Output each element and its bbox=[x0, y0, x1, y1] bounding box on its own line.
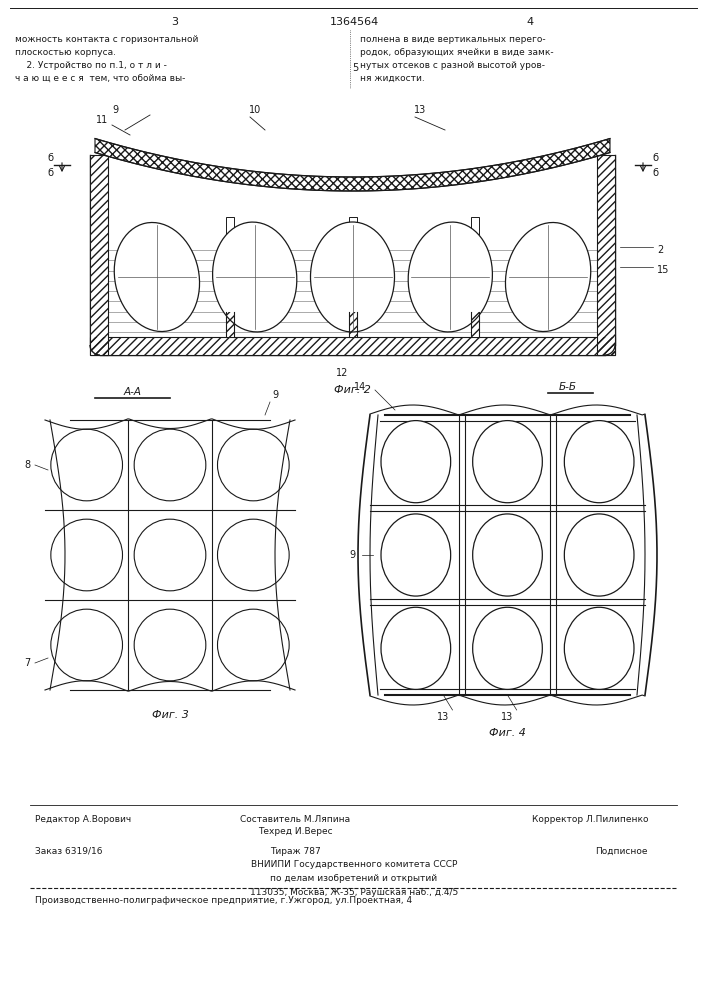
Text: Фиг. 3: Фиг. 3 bbox=[151, 710, 189, 720]
Text: 8: 8 bbox=[24, 460, 30, 470]
Ellipse shape bbox=[213, 222, 297, 332]
Text: Заказ 6319/16: Заказ 6319/16 bbox=[35, 847, 103, 856]
Text: А-А: А-А bbox=[124, 387, 141, 397]
Text: Тираж 787: Тираж 787 bbox=[269, 847, 320, 856]
Text: Б-Б: Б-Б bbox=[559, 382, 576, 392]
Text: б: б bbox=[47, 168, 53, 178]
Bar bbox=[349, 312, 356, 337]
Bar bbox=[597, 155, 615, 355]
Bar bbox=[349, 217, 356, 337]
Ellipse shape bbox=[381, 514, 450, 596]
Ellipse shape bbox=[564, 607, 634, 689]
Text: 12: 12 bbox=[337, 368, 349, 378]
Text: по делам изобретений и открытий: по делам изобретений и открытий bbox=[271, 874, 438, 883]
Bar bbox=[471, 217, 479, 337]
Text: 7: 7 bbox=[24, 658, 30, 668]
Text: 9: 9 bbox=[272, 390, 278, 400]
Bar bbox=[471, 312, 479, 337]
Text: 4: 4 bbox=[527, 17, 534, 27]
Ellipse shape bbox=[408, 222, 492, 332]
Text: б: б bbox=[47, 153, 53, 163]
Text: 13: 13 bbox=[414, 105, 426, 115]
Text: Составитель М.Ляпина
Техред И.Верес: Составитель М.Ляпина Техред И.Верес bbox=[240, 815, 350, 836]
Text: б: б bbox=[652, 168, 658, 178]
Text: Редактор А.Ворович: Редактор А.Ворович bbox=[35, 815, 131, 824]
Ellipse shape bbox=[381, 607, 450, 689]
Ellipse shape bbox=[564, 514, 634, 596]
Text: Фиг. 2: Фиг. 2 bbox=[334, 385, 371, 395]
Ellipse shape bbox=[473, 421, 542, 503]
Text: ВНИИПИ Государственного комитета СССР: ВНИИПИ Государственного комитета СССР bbox=[251, 860, 457, 869]
Ellipse shape bbox=[381, 421, 450, 503]
Text: 11: 11 bbox=[96, 115, 108, 125]
Text: 113035, Москва, Ж-35, Раушская наб., д.4/5: 113035, Москва, Ж-35, Раушская наб., д.4… bbox=[250, 888, 458, 897]
Text: 1364564: 1364564 bbox=[329, 17, 379, 27]
Bar bbox=[90, 337, 615, 355]
Ellipse shape bbox=[310, 222, 395, 332]
Text: 13: 13 bbox=[501, 712, 513, 722]
Ellipse shape bbox=[115, 222, 199, 332]
Bar bbox=[90, 337, 615, 355]
Text: 3: 3 bbox=[172, 17, 178, 27]
Text: 13: 13 bbox=[437, 712, 450, 722]
Text: 5: 5 bbox=[352, 63, 358, 73]
Bar bbox=[226, 312, 234, 337]
Ellipse shape bbox=[506, 222, 591, 332]
Bar bbox=[90, 155, 108, 355]
Text: Корректор Л.Пилипенко: Корректор Л.Пилипенко bbox=[532, 815, 648, 824]
Bar bbox=[597, 155, 615, 355]
Text: 2: 2 bbox=[657, 245, 663, 255]
Ellipse shape bbox=[473, 514, 542, 596]
Text: 15: 15 bbox=[657, 265, 670, 275]
Bar bbox=[90, 155, 108, 355]
Text: б: б bbox=[652, 153, 658, 163]
Text: можность контакта с горизонтальной
плоскостью корпуса.
    2. Устройство по п.1,: можность контакта с горизонтальной плоск… bbox=[15, 35, 199, 83]
Text: 10: 10 bbox=[249, 105, 261, 115]
Text: Производственно-полиграфическое предприятие, г.Ужгород, ул.Проектная, 4: Производственно-полиграфическое предприя… bbox=[35, 896, 412, 905]
Text: 9: 9 bbox=[112, 105, 118, 115]
Text: 9: 9 bbox=[349, 550, 355, 560]
Polygon shape bbox=[95, 139, 610, 191]
Bar bbox=[226, 217, 234, 337]
Ellipse shape bbox=[564, 421, 634, 503]
Ellipse shape bbox=[473, 607, 542, 689]
Text: Подписное: Подписное bbox=[595, 847, 648, 856]
Text: 14: 14 bbox=[354, 382, 366, 392]
Text: полнена в виде вертикальных перего-
родок, образующих ячейки в виде замк-
нутых : полнена в виде вертикальных перего- родо… bbox=[360, 35, 554, 83]
Text: Фиг. 4: Фиг. 4 bbox=[489, 728, 526, 738]
